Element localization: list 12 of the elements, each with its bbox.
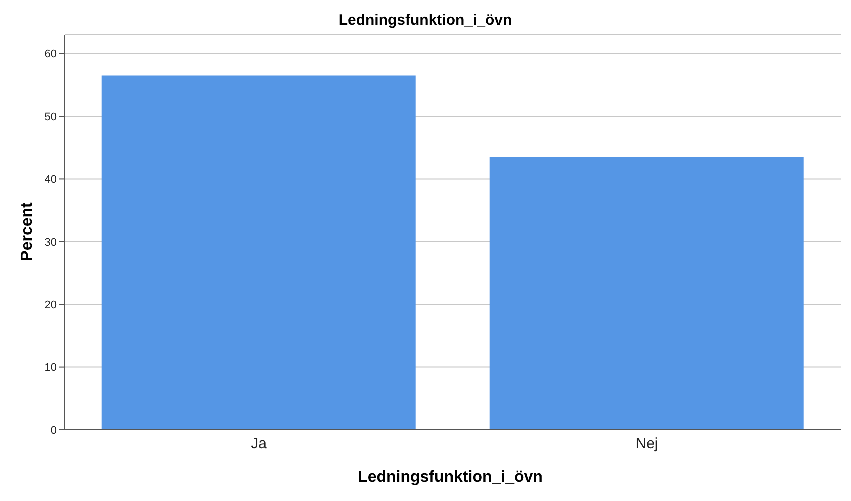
- y-tick-label: 10: [44, 362, 57, 374]
- y-tick-label: 20: [44, 300, 57, 312]
- x-axis-title: Ledningsfunktion_i_övn: [357, 469, 544, 487]
- y-tick-label: 50: [44, 111, 57, 124]
- x-tick-label: Ja: [251, 436, 268, 453]
- y-axis-title: Percent: [19, 202, 37, 262]
- chart-title: Ledningsfunktion_i_övn: [338, 12, 514, 29]
- x-tick-label: Nej: [636, 436, 658, 453]
- y-tick-label: 60: [44, 48, 57, 61]
- y-tick-label: 40: [44, 174, 57, 186]
- y-tick-label: 0: [50, 424, 57, 437]
- y-tick-label: 30: [44, 236, 57, 249]
